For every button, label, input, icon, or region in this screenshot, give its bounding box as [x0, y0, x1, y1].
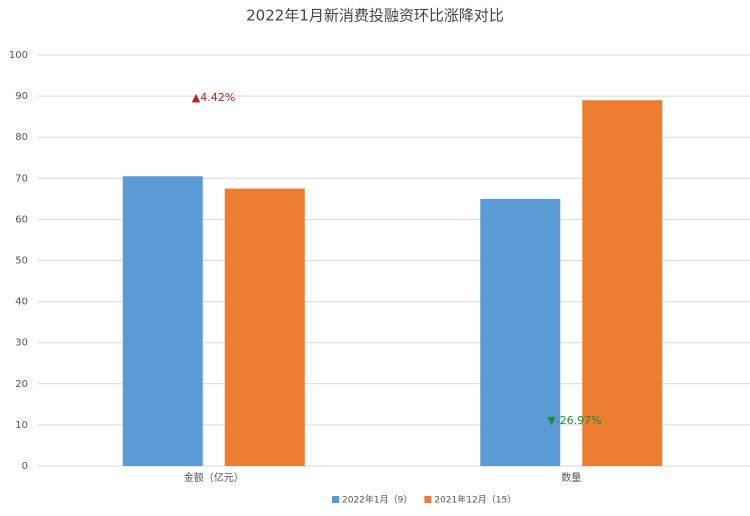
annotation: ▲4.42%: [192, 91, 235, 104]
y-tick-label: 60: [15, 214, 28, 225]
bar: [582, 100, 663, 467]
x-tick-label: 数量: [561, 471, 581, 484]
y-tick-label: 90: [15, 91, 28, 102]
y-tick-label: 50: [15, 256, 28, 267]
chart-title: 2022年1月新消费投融资环比涨降对比: [246, 7, 504, 25]
y-tick-label: 10: [15, 420, 28, 431]
y-tick-label: 70: [15, 173, 28, 184]
y-tick-label: 80: [15, 132, 28, 143]
y-tick-label: 20: [15, 379, 28, 390]
y-tick-label: 40: [15, 297, 28, 308]
legend-swatch: [424, 496, 432, 503]
bar: [480, 198, 561, 466]
annotation: ▼-26.97%: [547, 414, 601, 427]
legend-swatch: [332, 496, 339, 503]
y-tick-label: 100: [9, 50, 28, 61]
bar: [122, 176, 203, 466]
y-tick-label: 30: [15, 338, 28, 349]
y-tick-label: 0: [22, 461, 28, 472]
x-tick-label: 金额（亿元）: [184, 471, 244, 484]
bar: [224, 188, 305, 466]
legend-label: 2022年1月（9）: [342, 494, 412, 506]
legend-label: 2021年12月（15）: [434, 494, 516, 506]
